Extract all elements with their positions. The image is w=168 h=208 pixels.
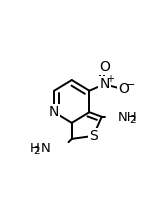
Text: 2: 2 — [129, 115, 136, 125]
Text: N: N — [99, 77, 110, 91]
Text: O: O — [118, 82, 129, 97]
Text: N: N — [49, 105, 59, 119]
Text: NH: NH — [117, 111, 137, 124]
Text: +: + — [106, 74, 114, 84]
Text: 2: 2 — [33, 146, 40, 156]
Text: S: S — [89, 129, 98, 143]
Text: −: − — [126, 80, 135, 90]
Text: O: O — [99, 60, 110, 74]
Text: H: H — [29, 142, 39, 155]
Text: N: N — [40, 142, 50, 155]
